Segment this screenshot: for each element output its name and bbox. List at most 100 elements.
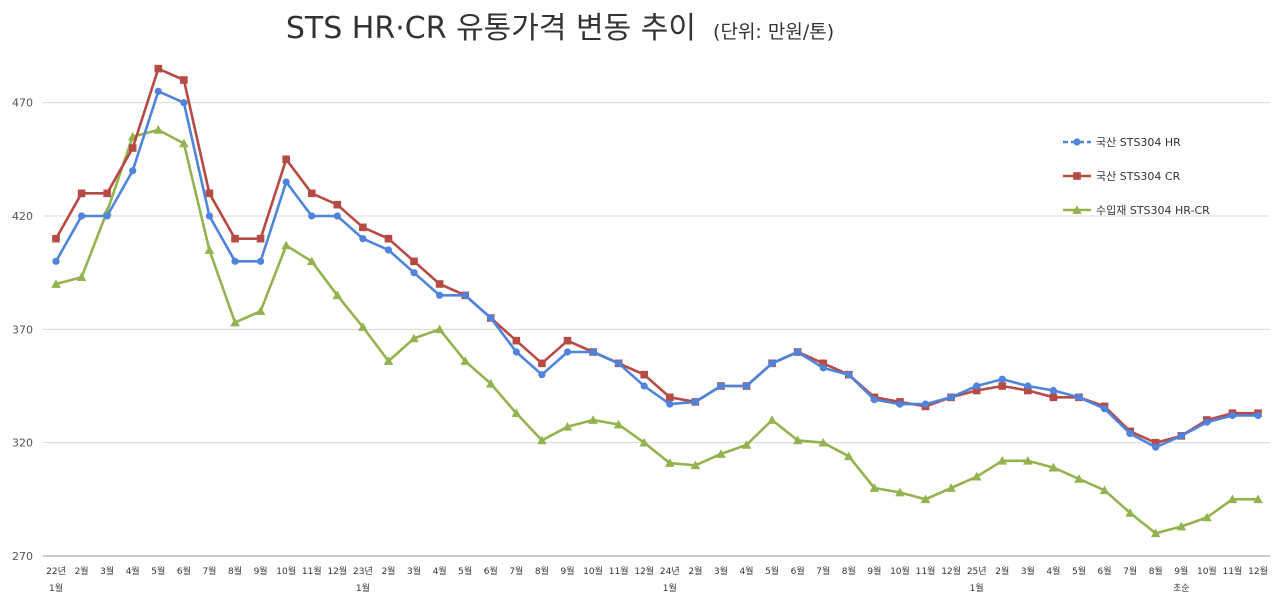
data-point xyxy=(563,348,572,356)
data-point xyxy=(384,234,393,243)
data-point xyxy=(1177,432,1185,440)
data-point xyxy=(998,382,1007,390)
legend-item-3: 수입재 STS304 HR-CR xyxy=(1063,204,1210,217)
data-point xyxy=(819,364,827,372)
data-point xyxy=(717,382,725,390)
data-point xyxy=(434,324,445,334)
data-point xyxy=(1024,382,1032,390)
x-tick-label: 10월 xyxy=(583,565,603,577)
data-point xyxy=(333,200,342,209)
data-point xyxy=(103,189,111,198)
data-point xyxy=(665,393,674,402)
x-tick-label: 9월 xyxy=(1174,565,1188,577)
x-axis: 22년 1월 2월 3월 4월 5월 6월 7월 8월 9월 10월 11월 12월 23년 1월 2월 3월 4… xyxy=(46,565,1268,594)
data-point xyxy=(51,279,61,288)
y-tick-label: 470 xyxy=(12,97,33,110)
data-point xyxy=(153,125,164,134)
data-point xyxy=(332,290,343,300)
data-point xyxy=(52,234,60,243)
x-tick-label: 5월 xyxy=(151,565,165,577)
data-point xyxy=(971,471,982,481)
data-point xyxy=(946,483,956,492)
x-tick-label: 7월 xyxy=(509,565,523,577)
x-tick-label: 12월 xyxy=(327,565,347,577)
y-tick-label: 420 xyxy=(12,210,33,223)
x-tick-sublabel: 1월 xyxy=(970,582,984,594)
data-point xyxy=(1150,528,1161,538)
data-point xyxy=(588,415,598,424)
x-tick-label: 11월 xyxy=(1223,565,1243,577)
data-point xyxy=(1049,393,1058,402)
data-point xyxy=(52,257,60,265)
data-point xyxy=(921,400,930,408)
x-tick-label: 25년 xyxy=(967,566,987,577)
data-point xyxy=(333,212,341,220)
data-point xyxy=(230,317,240,327)
data-point xyxy=(640,370,649,379)
x-tick-label: 7월 xyxy=(1123,565,1137,577)
data-point xyxy=(77,189,86,198)
data-point xyxy=(1254,411,1262,420)
series-line xyxy=(54,90,1258,449)
data-point xyxy=(154,64,163,73)
data-point xyxy=(1227,494,1238,504)
x-tick-label: 11월 xyxy=(302,565,322,577)
x-tick-label: 10월 xyxy=(1197,565,1217,577)
data-point xyxy=(256,234,265,243)
data-point xyxy=(691,398,699,406)
x-tick-label: 3월 xyxy=(714,565,728,577)
data-point xyxy=(640,382,648,390)
x-tick-label: 3월 xyxy=(100,565,114,577)
legend-label: 국산 STS304 HR xyxy=(1096,136,1181,149)
data-point xyxy=(589,348,597,356)
x-tick-label: 5월 xyxy=(765,565,779,577)
data-point xyxy=(1126,430,1134,438)
x-tick-label: 9월 xyxy=(254,565,268,577)
data-point xyxy=(306,256,317,266)
data-point xyxy=(563,336,572,345)
series-line xyxy=(55,128,1258,535)
data-point xyxy=(1099,485,1110,495)
x-tick-label: 3월 xyxy=(407,565,421,577)
x-tick-sublabel: 1월 xyxy=(49,582,63,594)
data-point xyxy=(1048,462,1059,472)
data-point xyxy=(358,322,368,331)
data-point xyxy=(512,336,521,345)
data-point xyxy=(818,437,829,447)
data-point xyxy=(154,87,162,95)
legend-marker xyxy=(1073,138,1081,146)
data-point xyxy=(767,415,777,424)
x-tick-label: 7월 xyxy=(202,565,216,577)
data-point xyxy=(792,435,803,445)
data-point xyxy=(639,437,650,447)
x-tick-sublabel: 초순 xyxy=(1173,583,1190,594)
data-point xyxy=(511,408,522,418)
legend: 국산 STS304 HR 국산 STS304 CR 수입재 STS304 HR-CR xyxy=(1063,136,1210,217)
data-point xyxy=(562,422,573,431)
data-point xyxy=(869,483,880,492)
data-point xyxy=(896,400,904,408)
x-tick-label: 9월 xyxy=(560,565,574,577)
series-3 xyxy=(51,125,1263,538)
data-point xyxy=(129,167,137,175)
data-point xyxy=(359,235,367,243)
data-point xyxy=(231,234,239,243)
data-point xyxy=(231,257,239,265)
data-point xyxy=(460,356,470,365)
plot-area xyxy=(51,64,1263,538)
data-point xyxy=(180,76,188,84)
data-point xyxy=(436,291,444,299)
x-tick-label: 2월 xyxy=(381,565,395,577)
data-point xyxy=(973,382,981,390)
x-tick-sublabel: 1월 xyxy=(663,582,677,594)
data-point xyxy=(1125,508,1135,517)
x-tick-label: 9월 xyxy=(867,565,881,577)
x-tick-label: 10월 xyxy=(890,565,910,577)
legend-item-1: 국산 STS304 HR xyxy=(1063,136,1181,149)
data-point xyxy=(1202,512,1212,522)
data-point xyxy=(77,212,86,220)
x-tick-label: 6월 xyxy=(1098,565,1112,577)
x-tick-label: 4월 xyxy=(433,565,447,577)
x-tick-label: 12월 xyxy=(941,565,961,577)
data-point xyxy=(383,356,394,365)
